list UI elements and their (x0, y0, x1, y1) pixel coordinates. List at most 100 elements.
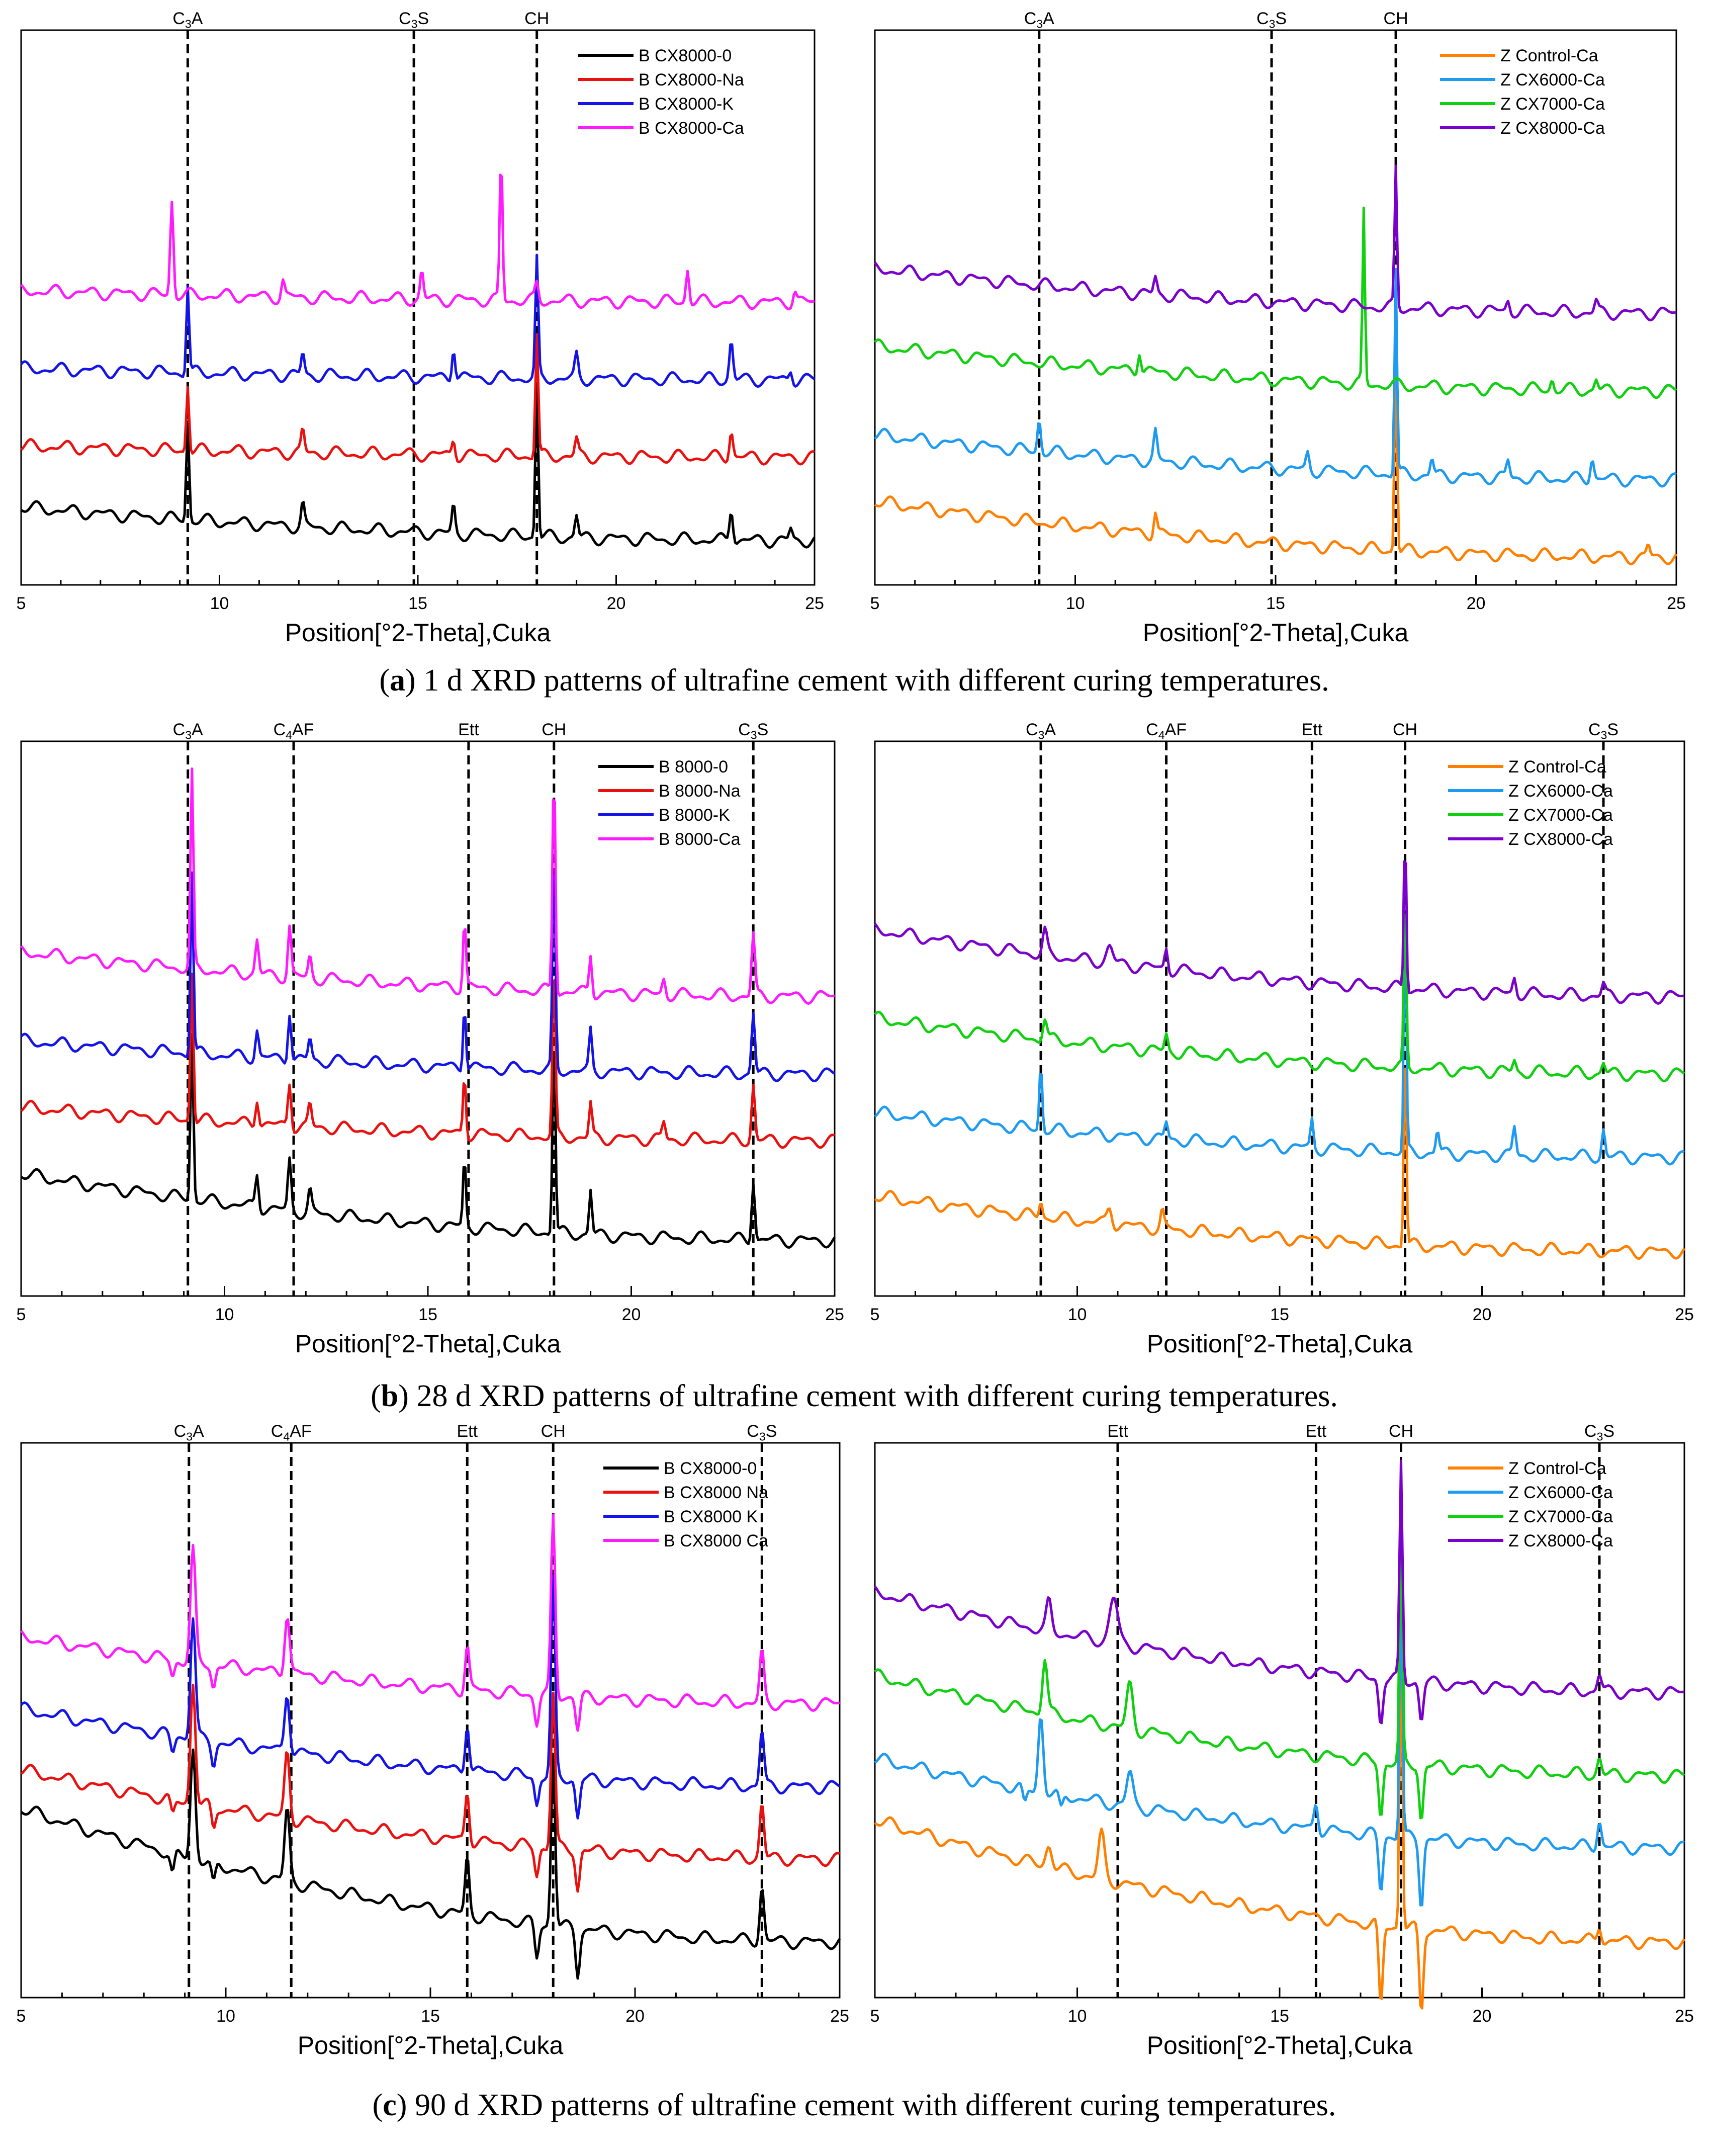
chart-a-right: 5 10 15 20 25 C3A C3S CH Z Control-Ca Z CX6000-Ca… (870, 9, 1686, 647)
legend-entry: Z CX6000-Ca (1508, 782, 1613, 801)
legend-entry: B CX8000-K (639, 95, 734, 114)
x-tick-label: 10 (1068, 2007, 1087, 2026)
series-line-1 (874, 268, 1677, 488)
phase-label-Ett: Ett (1302, 720, 1323, 739)
series-line-2 (874, 206, 1677, 399)
x-tick-label: 10 (210, 594, 229, 613)
legend-entry: Z CX7000-Ca (1500, 95, 1605, 114)
legend-entry: B CX8000 K (664, 1507, 758, 1526)
legend-entry: Z Control-Ca (1508, 1459, 1606, 1478)
phase-label-C4AF: C4AF (1146, 720, 1187, 741)
x-tick-label: 20 (1473, 1305, 1492, 1324)
x-tick-label: 25 (1675, 2007, 1694, 2026)
legend: B 8000-0 B 8000-Na B 8000-K B 8000-Ca (598, 757, 741, 849)
phase-label-C3S: C3S (1584, 1422, 1614, 1443)
phase-label-C4AF: C4AF (271, 1422, 312, 1443)
series-line-0 (874, 1067, 1686, 1260)
x-tick-label: 20 (622, 1305, 641, 1324)
x-tick-label: 20 (607, 594, 626, 613)
series-line-1 (874, 945, 1685, 1166)
x-axis-label: Position[°2-Theta],Cuka (1147, 2031, 1413, 2059)
series-line-1 (20, 333, 815, 466)
legend-entry: B CX8000-Na (639, 70, 744, 90)
phase-label-C3S: C3S (1588, 720, 1618, 741)
x-tick-label: 25 (1675, 1305, 1694, 1324)
x-axis-label: Position[°2-Theta],Cuka (285, 619, 551, 647)
legend-entry: Z CX8000-Ca (1500, 119, 1605, 138)
x-tick-label: 5 (870, 2007, 880, 2026)
legend-entry: B 8000-0 (659, 757, 728, 777)
series-line-2 (874, 1500, 1685, 1820)
phase-label-Ett: Ett (458, 720, 479, 739)
x-tick-label: 25 (805, 594, 824, 613)
phase-label-C3A: C3A (172, 9, 203, 30)
phase-label-C3S: C3S (747, 1422, 777, 1443)
legend-entry: Z Control-Ca (1508, 757, 1606, 777)
legend-entry: B 8000-K (659, 806, 730, 825)
series-line-1 (20, 972, 835, 1149)
series-line-2 (20, 1575, 841, 1820)
phase-label-C3S: C3S (738, 720, 768, 741)
legend-entry: Z CX7000-Ca (1508, 806, 1613, 825)
phase-label-CH: CH (1384, 9, 1408, 28)
x-tick-label: 25 (825, 1305, 844, 1324)
x-tick-label: 20 (1467, 594, 1486, 613)
series-line-0 (20, 1748, 841, 1980)
phase-label-CH: CH (524, 9, 549, 28)
legend-entry: Z Control-Ca (1500, 46, 1598, 65)
x-tick-label: 5 (870, 1305, 880, 1324)
phase-label-Ett: Ett (1306, 1422, 1327, 1441)
x-axis-label: Position[°2-Theta],Cuka (295, 1330, 561, 1358)
legend-entry: B 8000-Ca (659, 830, 741, 849)
caption-a: (a) 1 d XRD patterns of ultrafine cement… (379, 663, 1329, 698)
series-line-1 (874, 1547, 1685, 1907)
legend-entry: B CX8000-0 (639, 46, 732, 65)
series-line-2 (20, 871, 836, 1082)
x-tick-label: 10 (216, 2007, 235, 2026)
x-tick-label: 10 (215, 1305, 234, 1324)
x-tick-label: 20 (1473, 2007, 1492, 2026)
phase-label-C4AF: C4AF (274, 720, 314, 741)
legend-entry: B CX8000 Ca (664, 1531, 768, 1550)
x-tick-label: 5 (17, 1305, 26, 1324)
caption-c: (c) 90 d XRD patterns of ultrafine cemen… (373, 2088, 1336, 2122)
series-line-3 (20, 1513, 840, 1732)
legend-entry: Z CX7000-Ca (1508, 1507, 1613, 1526)
chart-b-left: 5 10 15 20 25 C3A C4AF Ett CH C3S B 8000-0 B 8000-N… (17, 720, 844, 1358)
series-line-0 (20, 1032, 836, 1249)
series-line-2 (20, 253, 816, 388)
x-tick-label: 5 (17, 2007, 26, 2026)
series-line-0 (874, 330, 1678, 566)
legend-entry: B CX8000-Ca (639, 119, 744, 138)
caption-b: (b) 28 d XRD patterns of ultrafine cemen… (371, 1379, 1338, 1413)
legend-entry: Z CX8000-Ca (1508, 1531, 1613, 1550)
series-line-2 (874, 913, 1685, 1082)
series-line-3 (20, 767, 835, 1005)
x-axis-label: Position[°2-Theta],Cuka (1143, 619, 1409, 647)
phase-label-CH: CH (1393, 720, 1417, 739)
chart-b-right: 5 10 15 20 25 C3A C4AF Ett CH C3S Z Control-Ca Z CX… (870, 720, 1694, 1358)
phase-label-C3S: C3S (1256, 9, 1287, 30)
legend: B CX8000-0 B CX8000 Na B CX8000 K B CX8000 … (603, 1459, 768, 1550)
x-tick-label: 15 (418, 1305, 437, 1324)
x-tick-label: 25 (830, 2007, 849, 2026)
series-line-0 (20, 382, 816, 549)
series-line-3 (20, 174, 815, 311)
legend: Z Control-Ca Z CX6000-Ca Z CX7000-Ca Z CX80… (1448, 757, 1613, 849)
x-tick-label: 15 (421, 2007, 440, 2026)
x-tick-label: 25 (1667, 594, 1686, 613)
x-tick-label: 10 (1066, 594, 1085, 613)
legend-entry: B CX8000 Na (664, 1483, 768, 1502)
x-axis-label: Position[°2-Theta],Cuka (298, 2031, 564, 2059)
series-line-3 (874, 860, 1685, 1005)
legend: Z Control-Ca Z CX6000-Ca Z CX7000-Ca Z CX80… (1448, 1459, 1613, 1550)
phase-label-C3A: C3A (173, 720, 203, 741)
phase-label-CH: CH (542, 720, 566, 739)
phase-label-CH: CH (1389, 1422, 1413, 1441)
x-tick-label: 5 (17, 594, 26, 613)
legend: Z Control-Ca Z CX6000-Ca Z CX7000-Ca Z CX80… (1440, 46, 1605, 138)
x-tick-label: 15 (1270, 1305, 1289, 1324)
